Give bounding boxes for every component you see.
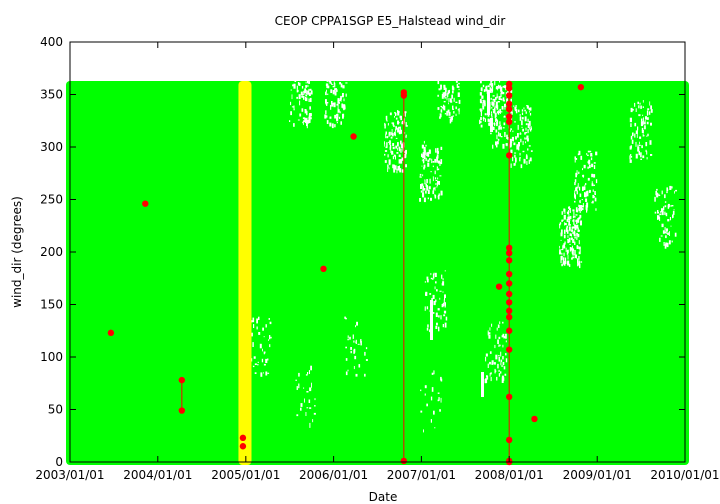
y-tick-label: 400 (40, 35, 63, 49)
data-point-5 (239, 443, 247, 450)
y-tick-label: 350 (40, 88, 63, 102)
series-band-1 (238, 81, 252, 465)
data-point-10 (400, 457, 408, 465)
x-axis-label: Date (369, 490, 398, 504)
data-point-11 (495, 283, 503, 290)
data-point-6 (320, 265, 327, 272)
data-point-22 (505, 257, 513, 264)
data-point-0 (107, 329, 115, 337)
data-point-17 (505, 113, 513, 120)
y-tick-label: 50 (48, 403, 63, 417)
plot-area (66, 61, 689, 466)
data-point-16 (505, 106, 513, 113)
data-point-27 (505, 307, 513, 314)
data-point-14 (505, 92, 513, 99)
x-tick-label: 2009/01/01 (563, 468, 632, 482)
data-point-24 (505, 280, 513, 287)
data-point-19 (505, 152, 513, 159)
data-point-9 (400, 92, 408, 99)
y-tick-label: 150 (40, 298, 63, 312)
y-axis-label: wind_dir (degrees) (10, 196, 24, 308)
data-point-36 (577, 83, 585, 91)
data-point-31 (505, 393, 513, 401)
x-tick-label: 2006/01/01 (299, 468, 368, 482)
y-tick-label: 300 (40, 140, 63, 154)
data-point-23 (505, 270, 513, 278)
data-point-3 (178, 407, 186, 414)
y-tick-label: 250 (40, 193, 63, 207)
data-point-2 (178, 376, 186, 384)
data-point-29 (505, 327, 513, 334)
data-point-21 (505, 249, 513, 257)
x-tick-label: 2010/01/01 (650, 468, 719, 482)
data-point-25 (505, 290, 513, 298)
x-tick-label: 2007/01/01 (387, 468, 456, 482)
data-point-7 (350, 133, 357, 140)
x-tick-label: 2003/01/01 (35, 468, 104, 482)
y-tick-label: 100 (40, 350, 63, 364)
y-tick-label: 200 (40, 245, 63, 259)
data-point-35 (531, 415, 538, 423)
x-tick-label: 2008/01/01 (475, 468, 544, 482)
data-point-13 (505, 85, 513, 92)
data-point-32 (505, 436, 513, 444)
data-gaps (249, 61, 677, 433)
data-point-18 (505, 118, 513, 126)
data-point-26 (505, 299, 513, 306)
chart-title: CEOP CPPA1SGP E5_Halstead wind_dir (275, 14, 506, 28)
x-tick-label: 2005/01/01 (211, 468, 280, 482)
data-point-1 (142, 200, 149, 207)
axes: 0 50 100 150 200 250 300 350 400 2003/01/01 2004/0… (35, 35, 719, 482)
data-point-30 (505, 346, 513, 353)
x-tick-label: 2004/01/01 (123, 468, 192, 482)
data-point-28 (505, 313, 513, 321)
data-point-20 (505, 244, 513, 251)
y-tick-label: 0 (55, 455, 63, 469)
data-point-4 (239, 434, 247, 442)
series-band-0 (66, 81, 689, 465)
data-point-15 (505, 100, 513, 108)
